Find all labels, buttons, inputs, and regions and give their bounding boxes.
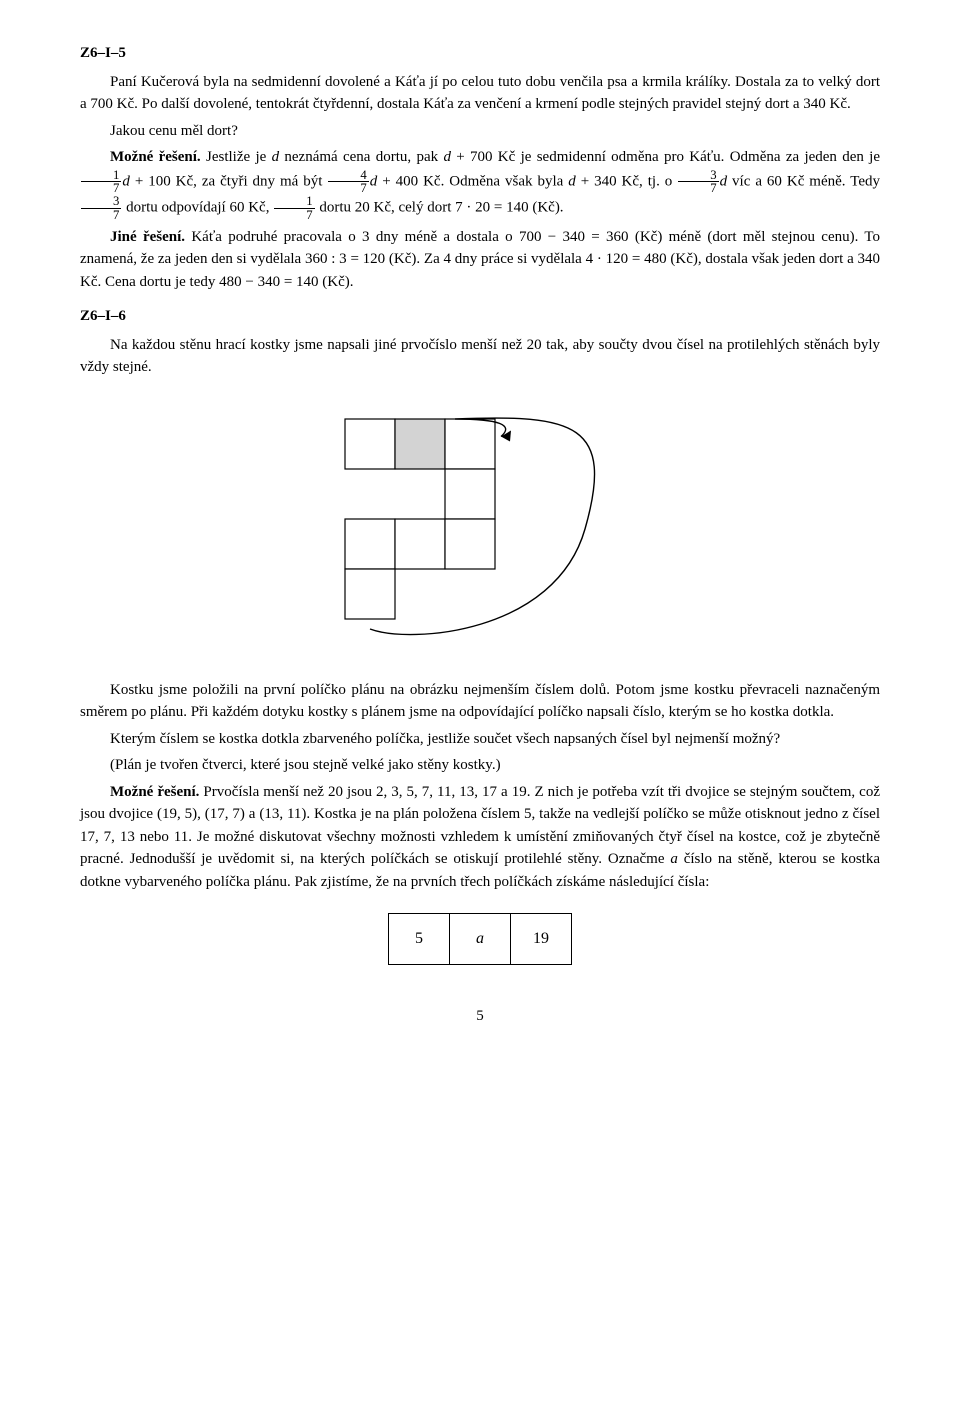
problem-5-statement-2: Jakou cenu měl dort? [80, 120, 880, 143]
text: Jestliže je [201, 149, 272, 165]
var-d: d [720, 173, 728, 189]
var-d: d [443, 149, 451, 165]
page-number: 5 [80, 1005, 880, 1028]
grid-figure [80, 409, 880, 649]
frac-num: 3 [678, 169, 718, 183]
problem-6-solution-mozne: Možné řešení. Prvočísla menší než 20 jso… [80, 781, 880, 894]
text: neznámá cena dortu, pak [279, 149, 443, 165]
text: + 400 Kč. Odměna však byla [377, 173, 568, 189]
box-3: 19 [510, 913, 572, 965]
problem-5-solution-mozne: Možné řešení. Jestliže je d neznámá cena… [80, 146, 880, 222]
frac-den: 7 [328, 182, 368, 195]
mozne-label: Možné řešení. [110, 784, 199, 800]
var-d: d [122, 173, 130, 189]
frac-num: 1 [81, 169, 121, 183]
var-a: a [670, 851, 678, 867]
text: + 100 Kč, za čtyři dny má být [130, 173, 328, 189]
frac-den: 7 [81, 209, 121, 222]
problem-6-statement-4: (Plán je tvořen čtverci, které jsou stej… [80, 754, 880, 777]
problem-5-statement-1: Paní Kučerová byla na sedmidenní dovolen… [80, 71, 880, 116]
text: dortu odpovídají 60 Kč, [122, 200, 273, 216]
frac-den: 7 [274, 209, 314, 222]
var-d: d [568, 173, 576, 189]
jine-label: Jiné řešení. [110, 229, 185, 245]
text: Káťa podruhé pracovala o 3 dny méně a do… [80, 229, 880, 290]
text: + 700 Kč je sedmidenní odměna pro Káťu. … [451, 149, 880, 165]
text: víc a 60 Kč méně. Tedy [727, 173, 880, 189]
mozne-label: Možné řešení. [110, 149, 201, 165]
problem-6-statement-2: Kostku jsme položili na první políčko pl… [80, 679, 880, 724]
box-1: 5 [388, 913, 450, 965]
frac-num: 1 [274, 195, 314, 209]
frac-num: 3 [81, 195, 121, 209]
problem-5-solution-jine: Jiné řešení. Káťa podruhé pracovala o 3 … [80, 226, 880, 294]
frac-den: 7 [678, 182, 718, 195]
answer-boxes: 5 a 19 [80, 913, 880, 965]
text: + 340 Kč, tj. o [576, 173, 677, 189]
problem-5-header: Z6–I–5 [80, 42, 880, 65]
frac-num: 4 [328, 169, 368, 183]
var-d: d [272, 149, 280, 165]
box-2: a [449, 913, 511, 965]
problem-6-header: Z6–I–6 [80, 305, 880, 328]
problem-6-statement-3: Kterým číslem se kostka dotkla zbarvenéh… [80, 728, 880, 751]
problem-6-statement-1: Na každou stěnu hrací kostky jsme napsal… [80, 334, 880, 379]
text: dortu 20 Kč, celý dort 7 · 20 = 140 (Kč)… [316, 200, 564, 216]
